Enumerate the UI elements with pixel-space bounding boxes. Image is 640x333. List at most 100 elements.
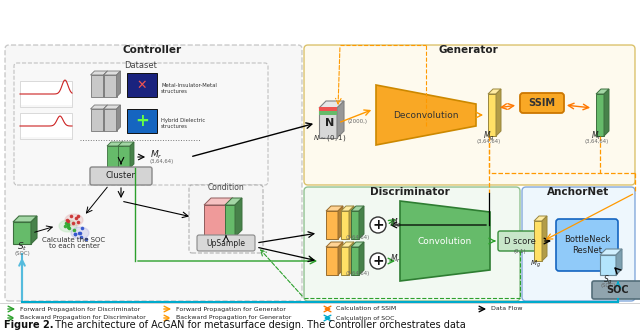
Polygon shape [225, 205, 235, 237]
Text: Discriminator: Discriminator [370, 187, 450, 197]
FancyBboxPatch shape [5, 45, 302, 301]
Polygon shape [534, 221, 542, 261]
FancyBboxPatch shape [20, 81, 72, 107]
FancyBboxPatch shape [592, 281, 640, 299]
Polygon shape [534, 216, 547, 221]
Polygon shape [337, 101, 344, 138]
Polygon shape [104, 71, 108, 97]
FancyBboxPatch shape [520, 93, 564, 113]
Point [70, 231, 80, 237]
Point [61, 221, 72, 226]
Text: +: + [135, 112, 149, 130]
Text: ✕: ✕ [137, 79, 147, 92]
Point [76, 234, 86, 239]
Point [72, 213, 83, 218]
Text: $S_g$: $S_g$ [603, 273, 613, 287]
Polygon shape [326, 242, 343, 247]
Point [77, 225, 87, 230]
Point [81, 236, 91, 241]
Text: Hybrid Dielectric
structures: Hybrid Dielectric structures [161, 118, 205, 129]
Polygon shape [604, 89, 609, 136]
Polygon shape [119, 142, 123, 168]
Text: Controller: Controller [122, 45, 182, 55]
Text: (3,64,64): (3,64,64) [346, 270, 370, 275]
Polygon shape [319, 108, 337, 138]
Polygon shape [596, 89, 609, 94]
Polygon shape [496, 89, 501, 136]
Point [76, 230, 86, 236]
Point [64, 225, 74, 230]
Text: Metal-Insulator-Metal
structures: Metal-Insulator-Metal structures [161, 83, 217, 94]
Polygon shape [107, 142, 123, 146]
Text: $M_g$: $M_g$ [390, 216, 402, 229]
Text: (0,1): (0,1) [514, 248, 526, 253]
Text: (3,64,64): (3,64,64) [585, 139, 609, 144]
Text: Forward Propagation for Generator: Forward Propagation for Generator [176, 306, 286, 311]
Polygon shape [226, 198, 233, 237]
Text: D score: D score [504, 236, 536, 245]
Polygon shape [351, 211, 359, 239]
Text: Condition: Condition [207, 183, 244, 192]
Text: $M_r$: $M_r$ [591, 130, 602, 142]
Polygon shape [104, 105, 120, 109]
Circle shape [370, 253, 386, 269]
Polygon shape [326, 206, 343, 211]
Polygon shape [225, 198, 242, 205]
Polygon shape [90, 71, 108, 75]
Text: Cluster: Cluster [106, 171, 136, 180]
Polygon shape [351, 247, 359, 275]
Text: Forward Propagation for Discriminator: Forward Propagation for Discriminator [20, 306, 140, 311]
Text: $M_g$: $M_g$ [483, 130, 495, 143]
FancyBboxPatch shape [189, 185, 263, 253]
FancyBboxPatch shape [197, 235, 255, 251]
FancyBboxPatch shape [304, 187, 520, 301]
Text: $M_r$: $M_r$ [150, 149, 163, 161]
Point [60, 224, 70, 229]
FancyBboxPatch shape [20, 113, 72, 139]
Text: +: + [372, 254, 384, 268]
Polygon shape [13, 222, 31, 244]
FancyBboxPatch shape [498, 231, 542, 251]
Point [63, 218, 74, 223]
FancyBboxPatch shape [127, 73, 157, 97]
Polygon shape [90, 105, 108, 109]
Point [63, 224, 73, 229]
Polygon shape [235, 198, 242, 237]
FancyBboxPatch shape [556, 219, 618, 271]
Polygon shape [118, 142, 134, 146]
Polygon shape [359, 242, 364, 275]
Polygon shape [71, 227, 89, 239]
Polygon shape [359, 206, 364, 239]
Polygon shape [542, 216, 547, 261]
Text: Calculate the SOC
to each center: Calculate the SOC to each center [42, 236, 106, 249]
Point [67, 220, 77, 226]
Polygon shape [59, 220, 77, 232]
Point [63, 222, 73, 227]
Polygon shape [326, 211, 338, 239]
Text: Convolution: Convolution [418, 236, 472, 245]
Polygon shape [600, 255, 616, 275]
Text: $M_g$: $M_g$ [529, 258, 540, 270]
Point [63, 222, 73, 227]
FancyBboxPatch shape [14, 63, 268, 185]
Polygon shape [488, 89, 501, 94]
Text: N: N [325, 118, 335, 128]
Polygon shape [349, 206, 354, 239]
Polygon shape [118, 146, 130, 168]
Polygon shape [90, 109, 104, 131]
Text: $N\sim(0,1)$: $N\sim(0,1)$ [314, 133, 347, 143]
Point [67, 214, 77, 219]
Polygon shape [488, 94, 496, 136]
Point [70, 231, 80, 237]
Polygon shape [104, 71, 120, 75]
Point [71, 215, 81, 220]
Polygon shape [107, 146, 119, 168]
Polygon shape [31, 216, 37, 244]
Polygon shape [616, 249, 622, 275]
Point [61, 218, 72, 223]
Point [74, 230, 84, 235]
Text: (SOC): (SOC) [14, 250, 30, 255]
Text: (3,64,64): (3,64,64) [150, 159, 174, 164]
Polygon shape [351, 242, 364, 247]
Polygon shape [204, 198, 233, 205]
